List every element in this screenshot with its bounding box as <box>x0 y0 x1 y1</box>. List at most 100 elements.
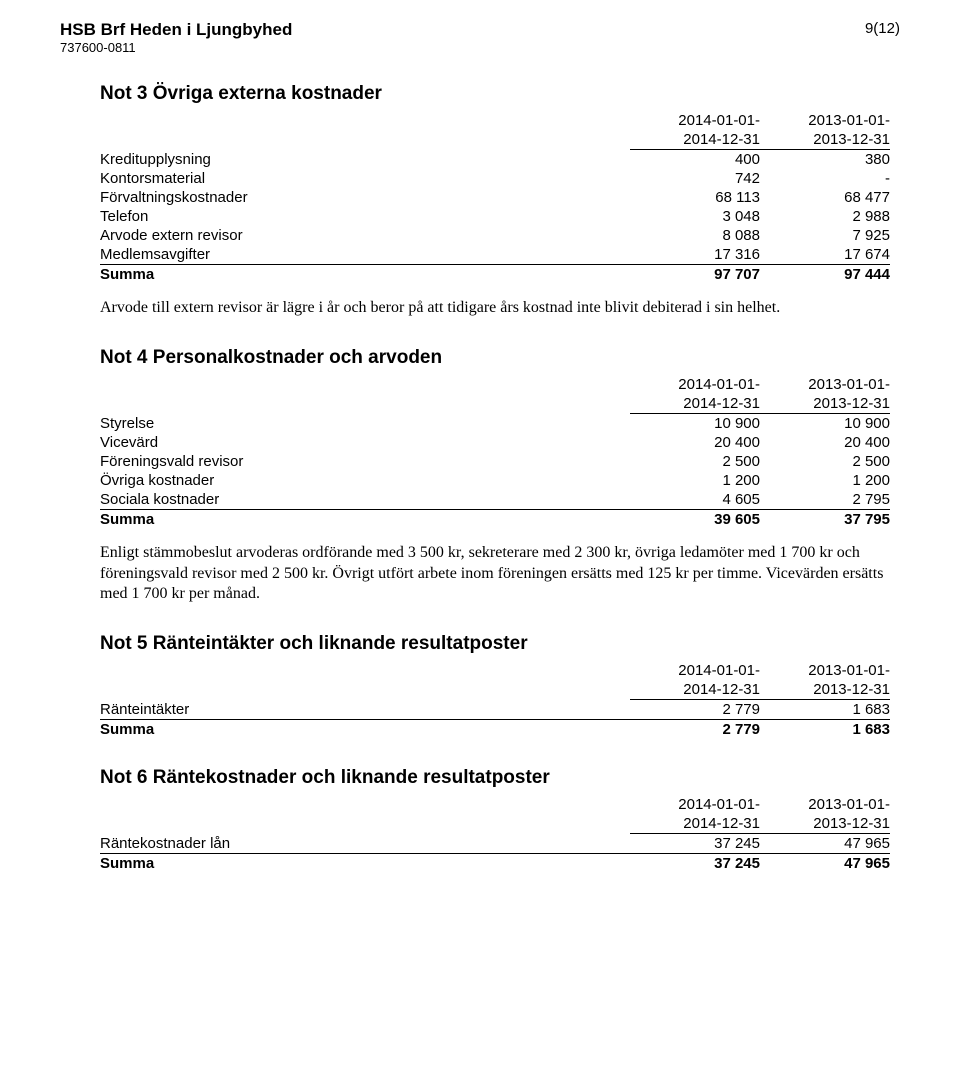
period-col-2a: 2013-01-01- <box>760 375 890 394</box>
note-3-body: Arvode till extern revisor är lägre i år… <box>100 298 890 319</box>
note-3-block: Not 3 Övriga externa kostnader 2014-01-0… <box>60 83 900 319</box>
period-col-2b: 2013-12-31 <box>760 814 890 834</box>
period-col-2b: 2013-12-31 <box>760 130 890 150</box>
sum-row: Summa 97 707 97 444 <box>100 265 890 285</box>
row-value: 400 <box>630 150 760 170</box>
table-row: 2014-01-01- 2013-01-01- <box>100 795 890 814</box>
period-col-1a: 2014-01-01- <box>630 661 760 680</box>
table-row: 2014-01-01- 2013-01-01- <box>100 375 890 394</box>
table-row: Telefon 3 048 2 988 <box>100 207 890 226</box>
row-value: 2 779 <box>630 700 760 720</box>
sum-value: 1 683 <box>760 720 890 740</box>
page-container: HSB Brf Heden i Ljungbyhed 737600-0811 9… <box>0 0 960 913</box>
period-col-1a: 2014-01-01- <box>630 795 760 814</box>
row-label: Sociala kostnader <box>100 490 630 510</box>
table-row: 2014-01-01- 2013-01-01- <box>100 111 890 130</box>
row-label: Övriga kostnader <box>100 471 630 490</box>
period-col-2a: 2013-01-01- <box>760 111 890 130</box>
sum-row: Summa 37 245 47 965 <box>100 854 890 874</box>
row-value: 37 245 <box>630 834 760 854</box>
row-value: 380 <box>760 150 890 170</box>
table-row: Medlemsavgifter 17 316 17 674 <box>100 245 890 265</box>
table-row: 2014-12-31 2013-12-31 <box>100 394 890 414</box>
row-value: - <box>760 169 890 188</box>
row-value: 68 113 <box>630 188 760 207</box>
period-col-2a: 2013-01-01- <box>760 661 890 680</box>
period-col-1b: 2014-12-31 <box>630 680 760 700</box>
row-value: 2 500 <box>760 452 890 471</box>
note-6-table: 2014-01-01- 2013-01-01- 2014-12-31 2013-… <box>100 795 890 873</box>
period-col-1b: 2014-12-31 <box>630 130 760 150</box>
period-col-1b: 2014-12-31 <box>630 814 760 834</box>
row-label: Kreditupplysning <box>100 150 630 170</box>
period-col-1b: 2014-12-31 <box>630 394 760 414</box>
row-label: Kontorsmaterial <box>100 169 630 188</box>
page-header: HSB Brf Heden i Ljungbyhed 737600-0811 9… <box>60 20 900 55</box>
note-4-body: Enligt stämmobeslut arvoderas ordförande… <box>100 543 890 605</box>
row-value: 20 400 <box>760 433 890 452</box>
row-value: 10 900 <box>760 413 890 433</box>
sum-label: Summa <box>100 265 630 285</box>
row-value: 1 200 <box>760 471 890 490</box>
row-label: Förvaltningskostnader <box>100 188 630 207</box>
row-value: 742 <box>630 169 760 188</box>
sum-value: 37 795 <box>760 509 890 529</box>
row-label: Styrelse <box>100 413 630 433</box>
row-value: 17 674 <box>760 245 890 265</box>
row-label: Medlemsavgifter <box>100 245 630 265</box>
row-value: 1 200 <box>630 471 760 490</box>
period-col-2b: 2013-12-31 <box>760 680 890 700</box>
sum-value: 97 444 <box>760 265 890 285</box>
table-row: Kreditupplysning 400 380 <box>100 150 890 170</box>
row-value: 17 316 <box>630 245 760 265</box>
table-row: Styrelse 10 900 10 900 <box>100 413 890 433</box>
org-block: HSB Brf Heden i Ljungbyhed 737600-0811 <box>60 20 292 55</box>
note-4-table: 2014-01-01- 2013-01-01- 2014-12-31 2013-… <box>100 375 890 529</box>
note-4-block: Not 4 Personalkostnader och arvoden 2014… <box>60 347 900 605</box>
sum-label: Summa <box>100 509 630 529</box>
table-row: Kontorsmaterial 742 - <box>100 169 890 188</box>
row-label: Räntekostnader lån <box>100 834 630 854</box>
table-row: Vicevärd 20 400 20 400 <box>100 433 890 452</box>
note-6-block: Not 6 Räntekostnader och liknande result… <box>60 767 900 873</box>
row-value: 2 988 <box>760 207 890 226</box>
note-5-table: 2014-01-01- 2013-01-01- 2014-12-31 2013-… <box>100 661 890 739</box>
sum-row: Summa 39 605 37 795 <box>100 509 890 529</box>
note-6-title: Not 6 Räntekostnader och liknande result… <box>100 767 890 789</box>
sum-label: Summa <box>100 720 630 740</box>
table-row: 2014-12-31 2013-12-31 <box>100 130 890 150</box>
sum-value: 97 707 <box>630 265 760 285</box>
row-label: Ränteintäkter <box>100 700 630 720</box>
row-value: 10 900 <box>630 413 760 433</box>
row-value: 4 605 <box>630 490 760 510</box>
note-3-title: Not 3 Övriga externa kostnader <box>100 83 890 105</box>
sum-value: 37 245 <box>630 854 760 874</box>
table-row: Föreningsvald revisor 2 500 2 500 <box>100 452 890 471</box>
sum-value: 2 779 <box>630 720 760 740</box>
note-5-title: Not 5 Ränteintäkter och liknande resulta… <box>100 633 890 655</box>
row-value: 2 500 <box>630 452 760 471</box>
note-4-title: Not 4 Personalkostnader och arvoden <box>100 347 890 369</box>
org-name: HSB Brf Heden i Ljungbyhed <box>60 20 292 40</box>
table-row: Övriga kostnader 1 200 1 200 <box>100 471 890 490</box>
period-col-1a: 2014-01-01- <box>630 375 760 394</box>
note-3-table: 2014-01-01- 2013-01-01- 2014-12-31 2013-… <box>100 111 890 284</box>
period-col-1a: 2014-01-01- <box>630 111 760 130</box>
note-5-block: Not 5 Ränteintäkter och liknande resulta… <box>60 633 900 739</box>
row-label: Arvode extern revisor <box>100 226 630 245</box>
sum-row: Summa 2 779 1 683 <box>100 720 890 740</box>
row-value: 47 965 <box>760 834 890 854</box>
row-value: 1 683 <box>760 700 890 720</box>
period-col-2b: 2013-12-31 <box>760 394 890 414</box>
table-row: Räntekostnader lån 37 245 47 965 <box>100 834 890 854</box>
row-value: 3 048 <box>630 207 760 226</box>
row-value: 68 477 <box>760 188 890 207</box>
row-value: 2 795 <box>760 490 890 510</box>
table-row: 2014-12-31 2013-12-31 <box>100 814 890 834</box>
table-row: Sociala kostnader 4 605 2 795 <box>100 490 890 510</box>
table-row: Arvode extern revisor 8 088 7 925 <box>100 226 890 245</box>
row-value: 8 088 <box>630 226 760 245</box>
sum-value: 47 965 <box>760 854 890 874</box>
row-label: Föreningsvald revisor <box>100 452 630 471</box>
table-row: Förvaltningskostnader 68 113 68 477 <box>100 188 890 207</box>
